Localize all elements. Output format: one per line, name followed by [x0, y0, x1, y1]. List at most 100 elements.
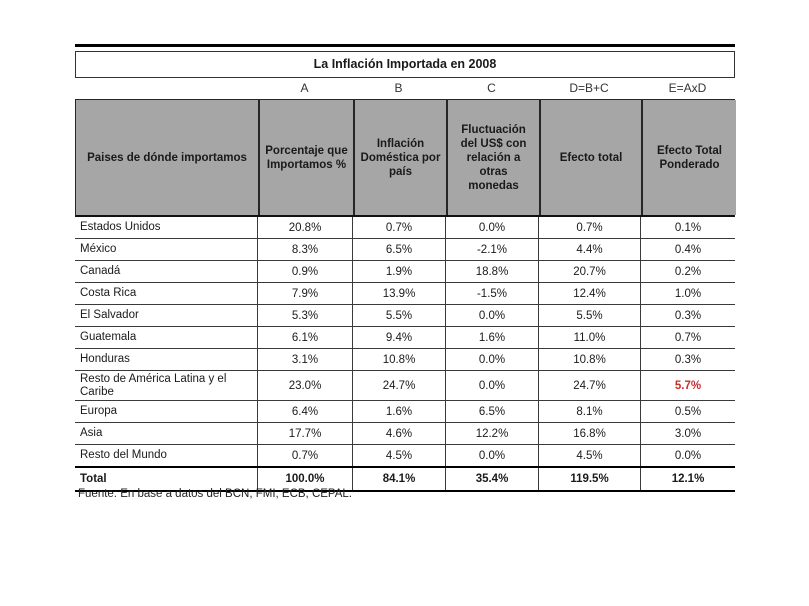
- table-body: Estados Unidos 20.8% 0.7% 0.0% 0.7% 0.1% Méxic…: [75, 217, 735, 492]
- value-cell: 3.0%: [640, 423, 735, 444]
- formula-cell: E=AxD: [668, 81, 707, 95]
- formula-cell-empty: [75, 80, 257, 99]
- header-row: Paises de dónde importamos Porcentaje que…: [75, 99, 736, 217]
- table-row: Resto de América Latina y el Caribe 23.0%…: [75, 371, 735, 401]
- table-row: Resto del Mundo 0.7% 4.5% 0.0% 4.5% 0.0%: [75, 445, 735, 466]
- value-cell: 13.9%: [352, 283, 445, 304]
- header-cell: Porcentaje que Importamos %: [258, 100, 353, 215]
- value-cell: 12.1%: [640, 468, 735, 490]
- value-cell: 0.7%: [538, 217, 640, 238]
- header-cell: Fluctuación del US$ con relación a otras…: [446, 100, 539, 215]
- top-divider: [75, 44, 735, 47]
- value-cell: -2.1%: [445, 239, 538, 260]
- country-cell: México: [80, 243, 117, 255]
- value-cell: 5.7%: [640, 371, 735, 400]
- value-cell: 4.5%: [352, 445, 445, 466]
- value-cell: 23.0%: [257, 371, 352, 400]
- value-cell: 11.0%: [538, 327, 640, 348]
- value-cell: 0.0%: [445, 371, 538, 400]
- value-cell: 16.8%: [538, 423, 640, 444]
- source-note: Fuente: En base a datos del BCN, FMI, EC…: [78, 488, 352, 500]
- value-cell: 0.0%: [445, 445, 538, 466]
- header-cell: Efecto Total Ponderado: [641, 100, 736, 215]
- value-cell: 9.4%: [352, 327, 445, 348]
- country-cell: Costa Rica: [80, 287, 137, 299]
- value-cell: 35.4%: [445, 468, 538, 490]
- value-cell: 0.7%: [640, 327, 735, 348]
- table-row: Total 100.0% 84.1% 35.4% 119.5% 12.1%: [75, 466, 735, 492]
- value-cell: 0.0%: [445, 349, 538, 370]
- value-cell: 5.3%: [257, 305, 352, 326]
- value-cell: 20.7%: [538, 261, 640, 282]
- value-cell: 5.5%: [538, 305, 640, 326]
- value-cell: 1.6%: [352, 401, 445, 422]
- value-cell: 1.0%: [640, 283, 735, 304]
- value-cell: 5.5%: [352, 305, 445, 326]
- value-cell: 24.7%: [352, 371, 445, 400]
- value-cell: 0.3%: [640, 305, 735, 326]
- table-row: Honduras 3.1% 10.8% 0.0% 10.8% 0.3%: [75, 349, 735, 371]
- value-cell: 17.7%: [257, 423, 352, 444]
- value-cell: 6.5%: [352, 239, 445, 260]
- value-cell: 8.1%: [538, 401, 640, 422]
- value-cell: 0.4%: [640, 239, 735, 260]
- value-cell: 1.9%: [352, 261, 445, 282]
- country-cell: Canadá: [80, 265, 121, 277]
- value-cell: 4.6%: [352, 423, 445, 444]
- formula-cell: B: [394, 81, 403, 95]
- value-cell: 20.8%: [257, 217, 352, 238]
- table-row: Europa 6.4% 1.6% 6.5% 8.1% 0.5%: [75, 401, 735, 423]
- inflation-table: La Inflación Importada en 2008 A B C D=B+C E…: [75, 44, 736, 492]
- value-cell: 18.8%: [445, 261, 538, 282]
- value-cell: 6.1%: [257, 327, 352, 348]
- formula-cell: D=B+C: [569, 81, 609, 95]
- value-cell: 1.6%: [445, 327, 538, 348]
- country-cell: El Salvador: [80, 309, 139, 321]
- header-cell: Inflación Doméstica por país: [353, 100, 446, 215]
- value-cell: 6.4%: [257, 401, 352, 422]
- value-cell: 24.7%: [538, 371, 640, 400]
- value-cell: 0.0%: [640, 445, 735, 466]
- value-cell: 4.4%: [538, 239, 640, 260]
- country-cell: Estados Unidos: [80, 221, 161, 233]
- country-cell: Asia: [80, 427, 103, 439]
- value-cell: 0.0%: [445, 305, 538, 326]
- value-cell: 4.5%: [538, 445, 640, 466]
- table-row: Estados Unidos 20.8% 0.7% 0.0% 0.7% 0.1%: [75, 217, 735, 239]
- value-cell: 0.1%: [640, 217, 735, 238]
- value-cell: 8.3%: [257, 239, 352, 260]
- value-cell: 12.4%: [538, 283, 640, 304]
- country-cell: Total: [80, 472, 107, 485]
- table-row: Canadá 0.9% 1.9% 18.8% 20.7% 0.2%: [75, 261, 735, 283]
- value-cell: 0.9%: [257, 261, 352, 282]
- value-cell: 3.1%: [257, 349, 352, 370]
- value-cell: 119.5%: [538, 468, 640, 490]
- country-cell: Resto del Mundo: [80, 449, 167, 461]
- value-cell: 0.0%: [445, 217, 538, 238]
- value-cell: 10.8%: [352, 349, 445, 370]
- value-cell: -1.5%: [445, 283, 538, 304]
- value-cell: 6.5%: [445, 401, 538, 422]
- value-cell: 12.2%: [445, 423, 538, 444]
- value-cell: 7.9%: [257, 283, 352, 304]
- country-cell: Europa: [80, 405, 118, 417]
- country-cell: Guatemala: [80, 331, 137, 343]
- value-cell: 0.7%: [257, 445, 352, 466]
- header-cell: Efecto total: [539, 100, 641, 215]
- formula-cell: A: [300, 81, 309, 95]
- value-cell: 0.3%: [640, 349, 735, 370]
- table-row: El Salvador 5.3% 5.5% 0.0% 5.5% 0.3%: [75, 305, 735, 327]
- header-cell: Paises de dónde importamos: [76, 100, 258, 215]
- value-cell: 10.8%: [538, 349, 640, 370]
- table-row: Costa Rica 7.9% 13.9% -1.5% 12.4% 1.0%: [75, 283, 735, 305]
- country-cell: Resto de América Latina y el Caribe: [80, 372, 227, 398]
- table-title: La Inflación Importada en 2008: [75, 51, 735, 78]
- value-cell: 84.1%: [352, 468, 445, 490]
- table-row: Asia 17.7% 4.6% 12.2% 16.8% 3.0%: [75, 423, 735, 445]
- value-cell: 0.7%: [352, 217, 445, 238]
- value-cell: 0.2%: [640, 261, 735, 282]
- formula-cell: C: [487, 81, 496, 95]
- table-row: Guatemala 6.1% 9.4% 1.6% 11.0% 0.7%: [75, 327, 735, 349]
- country-cell: Honduras: [80, 353, 130, 365]
- value-cell: 0.5%: [640, 401, 735, 422]
